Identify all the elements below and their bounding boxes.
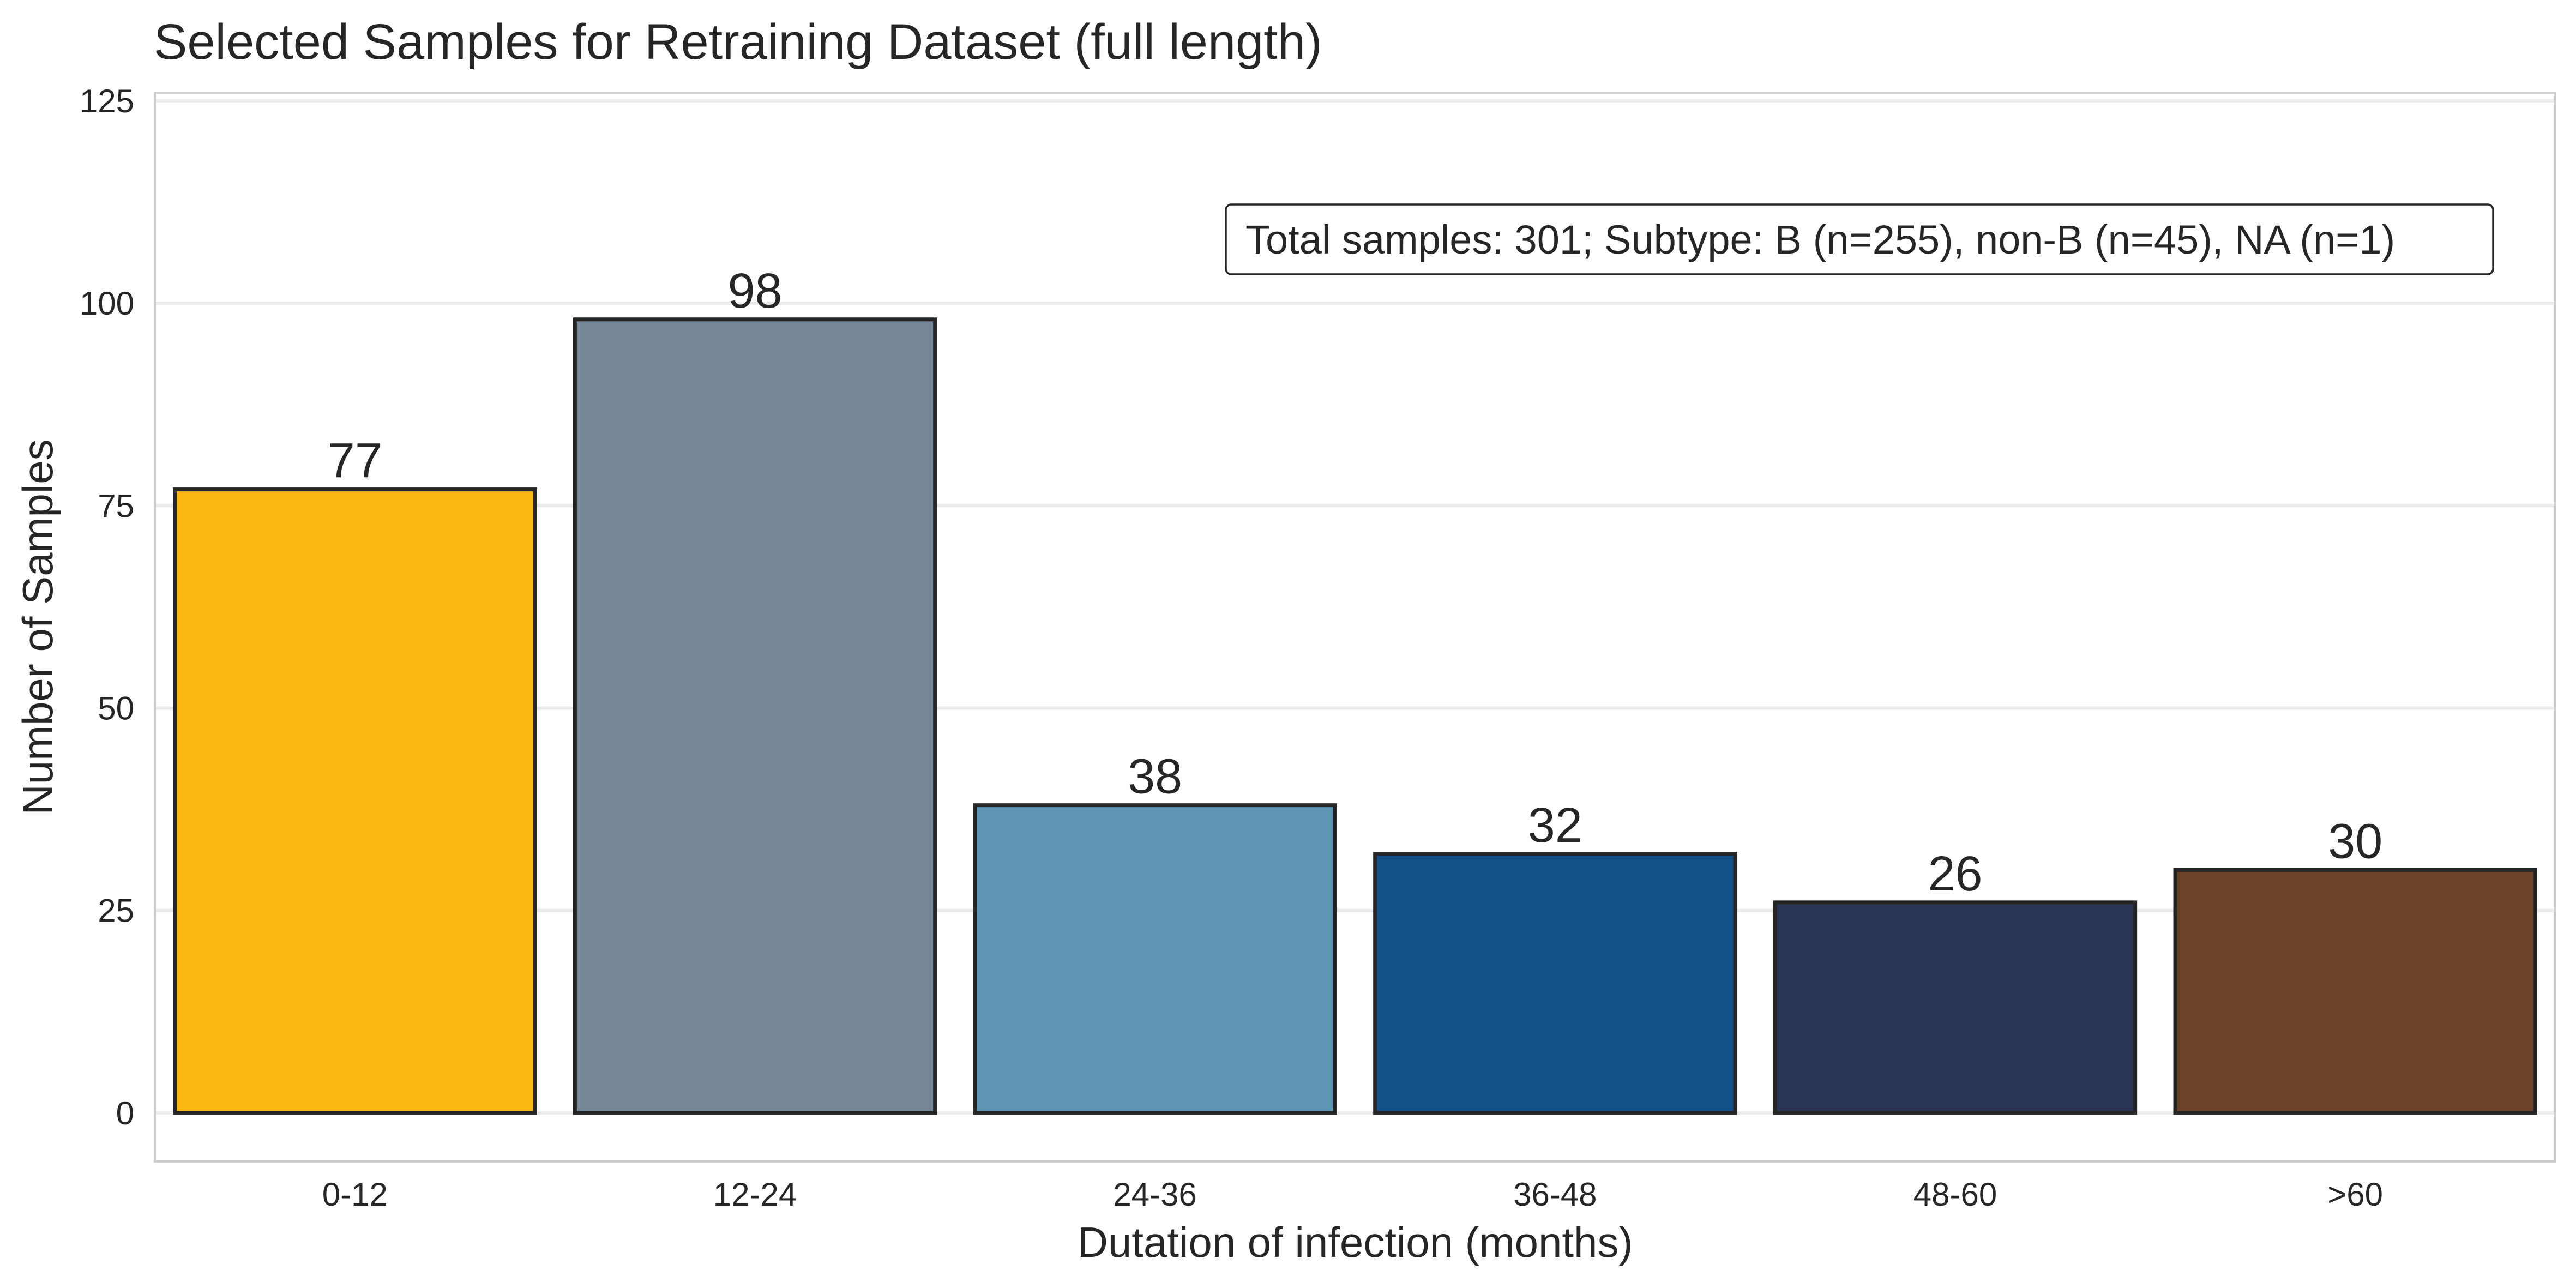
bar-value-label: 98	[727, 264, 782, 318]
bar-value-label: 26	[1928, 847, 1982, 901]
x-tick-label: >60	[2327, 1176, 2383, 1213]
annotation-box: Total samples: 301; Subtype: B (n=255), …	[1225, 203, 2494, 275]
x-tick-label: 48-60	[1913, 1176, 1997, 1213]
bar-value-label: 77	[328, 434, 382, 489]
y-tick-label: 0	[116, 1095, 134, 1131]
annotation-frame	[1225, 203, 2494, 275]
x-axis-ticks: 0-12 12-24 24-36 36-48 48-60 >60	[322, 1176, 2383, 1213]
bar-value-label: 38	[1128, 750, 1182, 804]
x-tick-label: 12-24	[713, 1176, 797, 1213]
y-tick-label: 75	[98, 487, 134, 524]
y-tick-label: 100	[80, 285, 134, 322]
y-axis-label: Number of Samples	[14, 439, 62, 815]
plot-frame	[154, 92, 2556, 1163]
y-tick-label: 125	[80, 83, 134, 119]
bar-value-label: 30	[2328, 814, 2382, 869]
bar	[173, 487, 537, 1115]
bar-value-labels: 77 98 38 32 26 30	[328, 264, 2382, 901]
bar-value-label: 32	[1528, 798, 1582, 853]
annotation-text: Total samples: 301; Subtype: B (n=255), …	[1245, 217, 2395, 262]
x-tick-label: 36-48	[1513, 1176, 1597, 1213]
bar	[973, 803, 1337, 1115]
y-axis-ticks: 0 25 50 75 100 125	[80, 83, 134, 1131]
bar	[2173, 868, 2537, 1115]
bar	[573, 317, 937, 1115]
bars	[173, 317, 2537, 1115]
chart-title: Selected Samples for Retraining Dataset …	[154, 14, 1322, 70]
grid-lines	[155, 99, 2555, 1115]
y-tick-label: 25	[98, 893, 134, 929]
y-tick-label: 50	[98, 690, 134, 726]
x-axis-label: Dutation of infection (months)	[1078, 1218, 1633, 1266]
bar	[1373, 852, 1737, 1115]
x-tick-label: 24-36	[1113, 1176, 1196, 1213]
bar	[1773, 900, 2138, 1115]
x-tick-label: 0-12	[322, 1176, 388, 1213]
